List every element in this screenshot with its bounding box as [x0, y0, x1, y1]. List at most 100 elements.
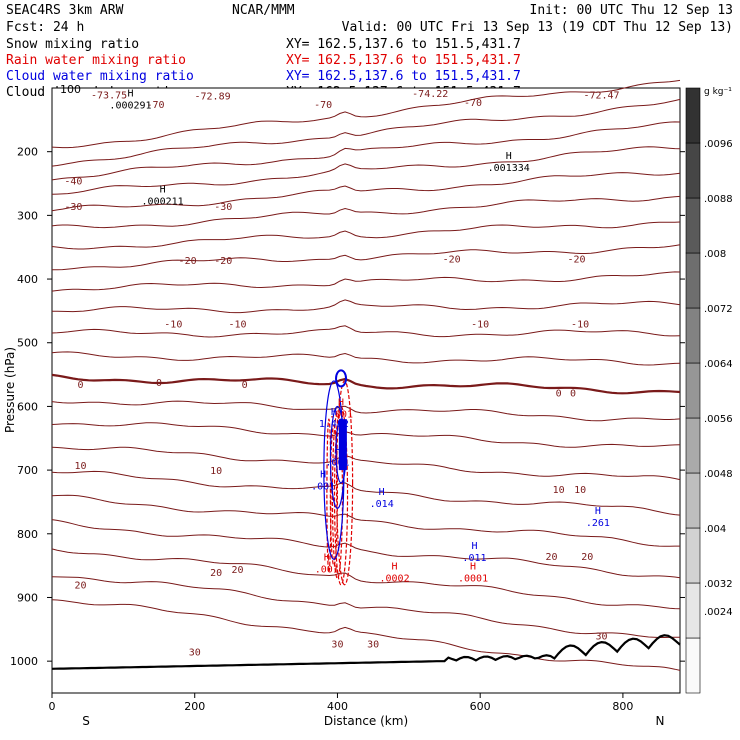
isotherm-line: [51, 400, 681, 422]
colorbar: .0024 .0032 .004 .0048 .0056 .0064 .0072 .008 .0…: [685, 87, 733, 694]
x-tick-label: 400: [327, 700, 348, 713]
temperature-label: -30: [214, 202, 232, 213]
y-tick-label: 300: [17, 209, 38, 222]
temperature-contours: [51, 79, 681, 671]
colorbar-label: .0064: [704, 359, 733, 370]
isotherm-line: [52, 299, 681, 314]
colorbar-swatch: [685, 197, 701, 254]
temperature-labels: -73.75 -72.89 -74.22 -72.47 -70 -70 -70 -40 -30 -…: [64, 89, 619, 659]
extremum-marker: H: [160, 184, 166, 195]
colorbar-swatch: [685, 307, 701, 364]
isotherm-line: [51, 79, 681, 149]
colorbar-label: .0048: [704, 469, 733, 480]
plot-frame: [51, 87, 681, 694]
extremum-value: .001334: [488, 163, 530, 174]
temperature-label: 20: [546, 552, 558, 563]
temperature-label: -10: [229, 320, 247, 331]
colorbar-swatch: [685, 362, 701, 419]
isotherm-line: [51, 195, 681, 229]
extremum-marker: H: [320, 470, 326, 481]
extremum-value: .000211: [142, 196, 184, 207]
extremum-value: .261: [586, 518, 610, 529]
extremum-value: .001: [315, 564, 339, 575]
extremum-marker: H: [595, 506, 601, 517]
temperature-label: -73.75: [91, 90, 127, 101]
isotherm-line: [51, 146, 681, 195]
extremum-value: .001: [311, 482, 335, 493]
temperature-label: -20: [443, 255, 461, 266]
temperature-label: -20: [179, 256, 197, 267]
isotherm-line: [51, 172, 681, 212]
y-tick-label: 1000: [10, 655, 38, 668]
extremum-value: 1.482: [319, 419, 349, 430]
x-tick-label: 200: [184, 700, 205, 713]
forecast-hour: Fcst: 24 h: [6, 20, 84, 35]
isotherm-line: [51, 548, 681, 610]
y-tick-label: 200: [17, 146, 38, 159]
field-xy: XY= 162.5,137.6 to 151.5,431.7: [286, 69, 521, 84]
colorbar-label: .0096: [704, 139, 733, 150]
y-tick-label: 400: [17, 273, 38, 286]
isotherm-line: [52, 244, 681, 271]
extremum-value: .0002: [379, 573, 409, 584]
isotherm-line: [51, 121, 681, 181]
temperature-label: -10: [571, 320, 589, 331]
field-xy: XY= 162.5,137.6 to 151.5,431.7: [286, 53, 521, 68]
rain-contour: [329, 424, 338, 567]
y-tick-label: 600: [17, 400, 38, 413]
field-name: Rain water mixing ratio: [6, 53, 186, 68]
isotherm-line: [51, 351, 681, 366]
temperature-label: 10: [75, 461, 87, 472]
extremum-marker: H: [470, 561, 476, 572]
y-tick-label: 900: [17, 591, 38, 604]
extremum-value: .0001: [458, 573, 488, 584]
temperature-label: 30: [331, 639, 343, 650]
temperature-label: 10: [210, 466, 222, 477]
extremum-value: .011: [462, 553, 486, 564]
isotherm-line: [51, 576, 680, 638]
extremum-marker: H: [392, 561, 398, 572]
temperature-label: -70: [464, 98, 482, 109]
temperature-label: -10: [471, 320, 489, 331]
temperature-label: 0: [242, 380, 248, 391]
colorbar-label: .0032: [704, 579, 733, 590]
extrema-labels: H.000291H.001334H.000211H.001H1.482H.001…: [109, 89, 610, 585]
colorbar-swatch: [685, 527, 701, 584]
temperature-label: -40: [64, 176, 82, 187]
colorbar-swatch: [685, 637, 701, 694]
isotherm-line: [51, 422, 681, 448]
y-tick-label: 500: [17, 337, 38, 350]
colorbar-unit: g kg⁻¹: [704, 87, 732, 97]
extremum-marker: H: [506, 151, 512, 162]
temperature-label: 30: [595, 632, 607, 643]
colorbar-label: .0056: [704, 414, 733, 425]
center-title: NCAR/MMM: [232, 3, 295, 18]
temperature-label: -30: [64, 202, 82, 213]
model-title: SEAC4RS 3km ARW: [6, 3, 124, 18]
isotherm-line: [51, 98, 681, 167]
isotherm-line: [51, 221, 681, 250]
y-tick-label: 700: [17, 464, 38, 477]
isotherm-line: [51, 446, 681, 481]
field-xy: XY= 162.5,137.6 to 151.5,431.7: [286, 37, 521, 52]
colorbar-swatch: [685, 582, 701, 639]
temperature-label: -70: [146, 100, 164, 111]
temperature-label: 20: [75, 581, 87, 592]
rain-contour: [333, 405, 349, 586]
temperature-label: 30: [189, 648, 201, 659]
extremum-value: .001: [325, 457, 349, 468]
x-tick-label: 800: [612, 700, 633, 713]
extremum-marker: H: [338, 398, 344, 409]
extremum-value: .001: [329, 410, 353, 421]
y-tick-label: 800: [17, 528, 38, 541]
x-tick-label: 0: [49, 700, 56, 713]
y-tick-top: 100: [60, 83, 81, 96]
extremum-marker: H: [379, 487, 385, 498]
right-endpoint-label: N: [656, 714, 665, 728]
isotherm-line: [51, 519, 681, 579]
extremum-marker: H: [331, 407, 337, 418]
temperature-label: -10: [164, 320, 182, 331]
temperature-label: -72.47: [583, 90, 619, 101]
hydrometeor-contours: [323, 369, 354, 586]
